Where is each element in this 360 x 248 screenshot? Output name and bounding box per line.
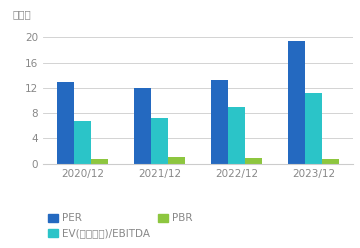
Bar — [305, 93, 322, 164]
Bar — [168, 157, 185, 164]
Bar — [288, 41, 305, 164]
Bar — [211, 80, 228, 164]
Bar — [91, 159, 108, 164]
Text: （배）: （배） — [12, 9, 31, 19]
Bar — [322, 159, 339, 164]
Bar — [57, 82, 74, 164]
Bar — [151, 118, 168, 164]
Bar — [134, 88, 151, 164]
Bar — [74, 121, 91, 164]
Bar — [245, 158, 262, 164]
Bar — [228, 107, 245, 164]
Legend: PER, EV(지분조정)/EBITDA, PBR: PER, EV(지분조정)/EBITDA, PBR — [48, 213, 192, 239]
